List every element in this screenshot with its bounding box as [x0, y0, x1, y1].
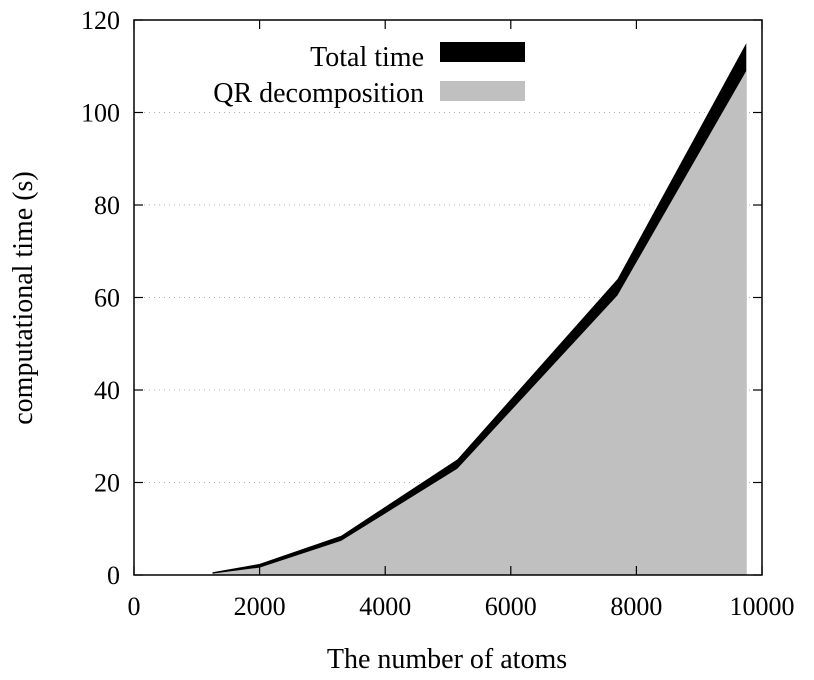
y-tick-label-5: 100: [81, 99, 120, 128]
y-tick-label-1: 20: [94, 469, 120, 498]
y-axis-title: computational time (s): [8, 171, 39, 425]
legend-label-0: Total time: [310, 42, 424, 73]
legend: Total time QR decomposition: [213, 42, 525, 109]
y-tick-label-2: 40: [94, 376, 120, 405]
y-tick-label-6: 120: [81, 6, 120, 35]
legend-label-1: QR decomposition: [213, 78, 424, 109]
legend-swatch-1: [440, 81, 525, 101]
x-tick-label-2: 4000: [359, 592, 411, 621]
x-tick-label-5: 10000: [730, 592, 795, 621]
legend-swatch-0: [440, 42, 525, 62]
x-tick-label-1: 2000: [234, 592, 286, 621]
x-tick-label-4: 8000: [610, 592, 662, 621]
series-area-1: [212, 70, 747, 575]
y-tick-label-0: 0: [107, 561, 120, 590]
plot-areas: [212, 43, 747, 575]
y-tick-label-3: 60: [94, 284, 120, 313]
x-tick-label-3: 6000: [485, 592, 537, 621]
y-tick-label-4: 80: [94, 191, 120, 220]
axis-ticks: 0 20 40 60 80 100 120 0 2000 4000 6000 8000 10000: [81, 6, 795, 621]
x-tick-label-0: 0: [128, 592, 141, 621]
x-axis-title: The number of atoms: [327, 644, 567, 675]
